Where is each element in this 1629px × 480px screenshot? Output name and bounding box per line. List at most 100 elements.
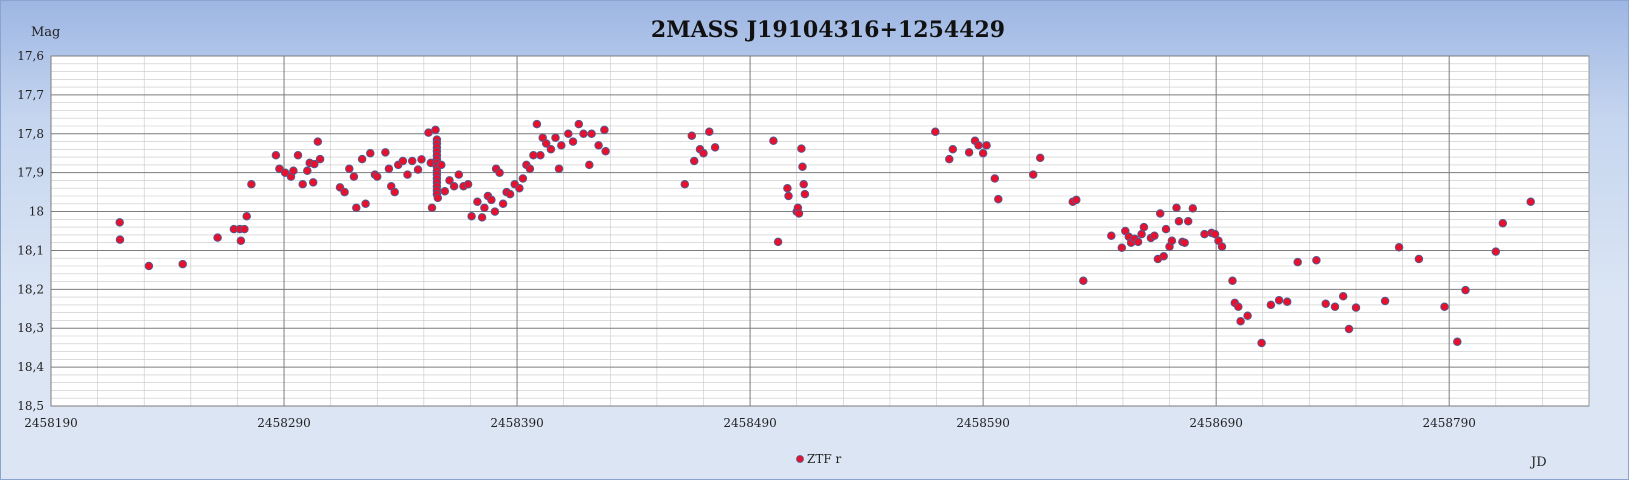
data-point [361,199,370,209]
data-point [515,183,524,193]
data-point [178,259,187,269]
data-point [1234,302,1243,312]
x-tick-label: 2458390 [490,416,543,430]
data-point [115,235,125,244]
data-point [1394,243,1404,252]
data-point [437,160,446,170]
data-point [384,164,394,174]
data-point [280,168,290,177]
data-point [275,164,284,174]
data-point [1161,224,1171,234]
data-point [349,172,359,181]
data-point [1274,295,1284,305]
data-point [293,150,303,160]
data-point [289,166,298,175]
data-point [357,154,367,164]
x-tick-label: 2458490 [723,416,776,430]
data-point [424,128,433,137]
data-point [1380,296,1390,306]
data-point [1150,231,1159,240]
data-point [1183,217,1193,226]
data-point [1174,217,1184,226]
data-point [473,197,482,207]
data-point [1159,252,1168,261]
data-point [797,144,806,153]
data-point [554,164,564,174]
data-point [366,148,375,158]
data-point [687,131,697,140]
data-point [242,211,251,221]
data-point [794,209,804,218]
data-point [480,203,489,212]
data-point [978,148,988,158]
data-point [431,125,440,135]
x-tick-label: 2458590 [956,416,1009,430]
y-tick-label: 18,5 [17,399,44,413]
data-point [240,224,249,234]
data-point [1453,337,1462,347]
data-point [564,129,573,139]
data-point [381,148,390,157]
y-axis-label: Mag [31,25,60,40]
data-point [487,195,496,205]
data-point [982,141,991,150]
data-point [454,170,464,179]
data-point [417,155,426,164]
data-point [498,199,508,209]
data-point [1351,303,1361,312]
data-point [1107,231,1116,240]
data-point [532,119,542,129]
data-point [372,172,382,181]
data-point [579,129,588,139]
data-point [541,139,551,148]
data-point [303,166,312,175]
tick-labels: 17,6 17,7 17,8 17,9 18 18,1 18,2 18,3 18,4 18,5 24… [17,49,1476,430]
data-point [525,164,535,174]
data-point [600,125,609,135]
data-point [551,133,560,142]
data-point [1028,170,1038,179]
data-point [1498,218,1508,228]
data-point [1200,229,1209,239]
data-point [271,150,281,160]
y-tick-label: 18 [29,205,44,219]
data-point [1243,311,1252,321]
x-tick-label: 2458190 [24,416,77,430]
data-point [800,189,810,199]
data-point [315,154,325,164]
data-point [1210,229,1220,239]
data-point [529,150,538,160]
data-point [948,145,958,154]
data-point [1228,276,1237,286]
data-point [1035,153,1045,163]
y-tick-label: 17,7 [17,88,44,102]
data-point [594,141,603,150]
legend-label-ztf-r: ZTF r [807,452,841,466]
legend-marker [796,455,804,463]
y-tick-label: 17,6 [17,49,44,63]
data-point [699,148,708,158]
data-point [710,143,720,152]
data-point [1155,209,1165,218]
y-tick-label: 18,4 [17,360,44,374]
data-point [1330,302,1340,312]
chart-title: 2MASS J19104316+1254429 [651,17,1005,43]
data-point [413,165,423,174]
data-point [407,156,417,166]
data-point [1137,229,1146,239]
data-point [680,180,690,189]
data-point [994,194,1003,204]
data-point [505,189,515,199]
y-tick-label: 18,1 [17,243,44,257]
data-point [308,178,318,187]
data-point [799,180,808,189]
data-point [783,183,792,193]
y-tick-label: 18,2 [17,282,44,296]
plot-area [50,55,1590,407]
data-point [340,187,349,197]
data-point [784,191,793,201]
x-tick-label: 2458690 [1189,416,1242,430]
data-point [1079,276,1088,286]
